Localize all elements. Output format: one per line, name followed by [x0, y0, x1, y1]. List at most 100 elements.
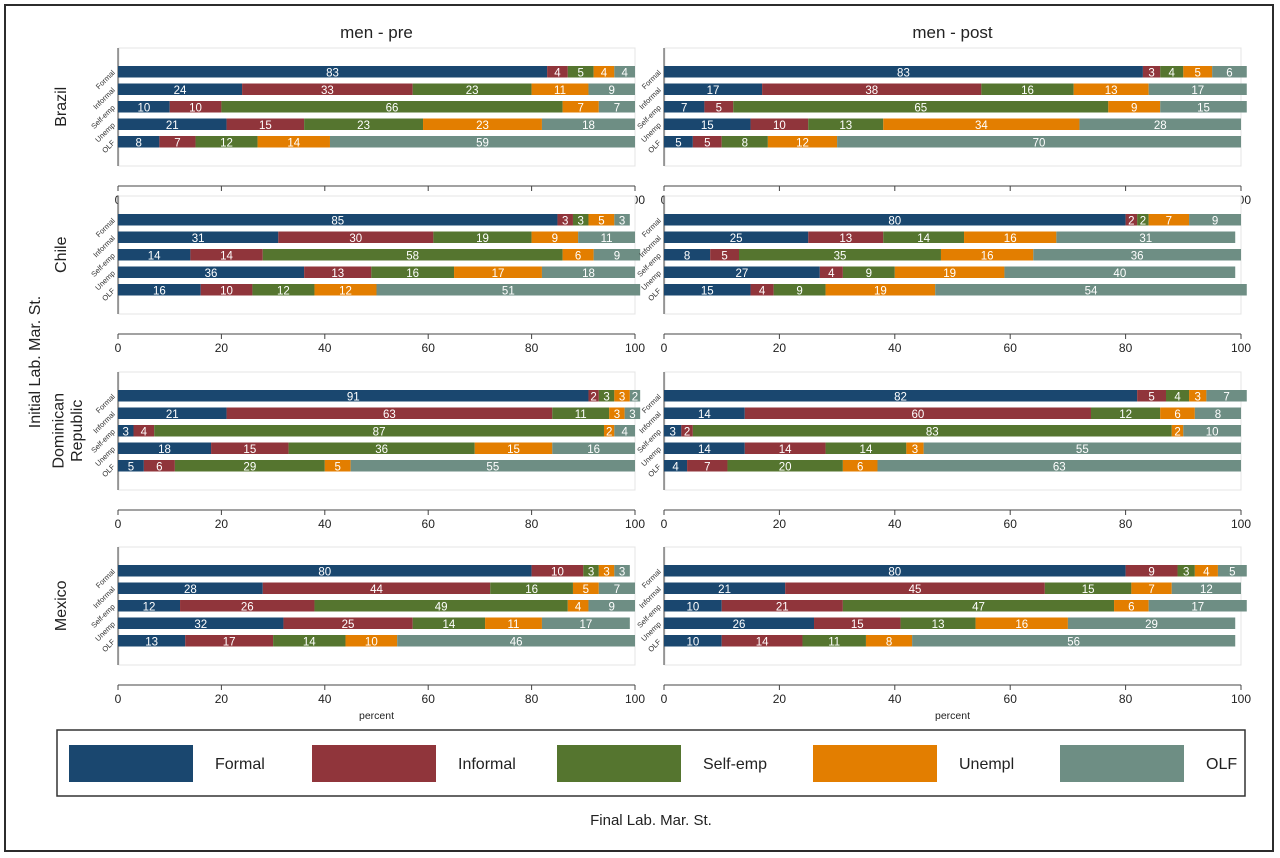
panel-chile-men-pre-data-label-olf-formal: 16: [153, 285, 166, 297]
panel-chile-men-pre-data-label-olf-informal: 10: [220, 285, 233, 297]
panel-chile-men-post-bar-informal-unempl: [964, 231, 1057, 243]
panel-chile-men-post-data-label-formal-olf: 9: [1212, 215, 1218, 227]
panel-dominican-republic-men-pre-x-tick-label-40: 40: [318, 517, 332, 531]
panel-chile-men-post-data-label-unemp-olf: 40: [1113, 268, 1126, 280]
country-label-chile: Chile: [53, 236, 70, 273]
panel-dominican-republic-men-post-data-label-formal-self-emp: 4: [1174, 391, 1181, 403]
panel-dominican-republic-men-pre-data-label-informal-unempl: 3: [614, 409, 620, 421]
panel-chile-men-pre-bar-self-emp-unempl: [562, 249, 594, 261]
panel-dominican-republic-men-pre-bar-self-emp-olf: [614, 425, 635, 437]
panel-dominican-republic-men-post-data-label-formal-formal: 82: [894, 391, 907, 403]
panel-dominican-republic-men-post-bar-unemp-formal: [664, 442, 745, 454]
panel-dominican-republic-men-pre-bar-self-emp-informal: [133, 425, 155, 437]
panel-dominican-republic-men-post-data-label-self-emp-formal: 3: [669, 426, 675, 438]
panel-dominican-republic-men-post-data-label-self-emp-unempl: 2: [1174, 426, 1180, 438]
panel-brazil-men-post-bar-self-emp-olf: [1160, 101, 1247, 113]
legend-swatch-self-emp: [557, 745, 681, 782]
panel-brazil-men-pre-bar-olf-informal: [159, 136, 196, 148]
panel-brazil-men-post-bar-unemp-unempl: [883, 118, 1080, 130]
panel-mexico-men-pre-bar-informal-unempl: [572, 582, 599, 594]
legend-label-self-emp: Self-emp: [703, 756, 767, 773]
panel-mexico-men-post-bar-formal-informal: [1125, 565, 1178, 577]
panel-brazil-men-pre-bar-unemp-formal: [118, 118, 227, 130]
panel-chile-men-pre-bar-formal-informal: [557, 214, 573, 226]
panel-chile-men-pre-bar-informal-unempl: [531, 231, 579, 243]
panel-chile-men-post-bar-informal-formal: [664, 231, 809, 243]
panel-mexico-men-pre-data-label-formal-informal: 10: [551, 566, 564, 578]
panel-dominican-republic-men-post-bar-olf-formal: [664, 460, 688, 472]
panel-chile-men-pre-bar-informal-informal: [278, 231, 434, 243]
panel-brazil-men-pre-data-label-self-emp-self-emp: 66: [386, 102, 399, 114]
panel-mexico-men-pre-data-label-unemp-olf: 17: [579, 619, 592, 631]
panel-chile-men-post-data-label-unemp-formal: 27: [735, 268, 748, 280]
panel-mexico-men-pre-bar-formal-self-emp: [583, 565, 599, 577]
panel-mexico-men-pre-bar-formal-olf: [614, 565, 630, 577]
panel-dominican-republic-men-post-bar-olf-self-emp: [727, 460, 843, 472]
panel-mexico-men-pre-bar-olf-formal: [118, 635, 186, 647]
panel-brazil-men-pre-data-label-informal-self-emp: 23: [466, 85, 479, 97]
panel-brazil-men-pre-data-label-formal-formal: 83: [326, 67, 339, 79]
panel-mexico-men-pre-data-label-olf-informal: 17: [223, 636, 236, 648]
panel-dominican-republic-men-pre-bar-formal-olf: [629, 390, 641, 402]
panel-brazil-men-post-bar-olf-formal: [664, 136, 693, 148]
panel-mexico-men-post-bar-unemp-unempl: [975, 617, 1068, 629]
panel-brazil-men-post-data-label-olf-formal: 5: [675, 137, 681, 149]
column-title-men-pre: men - pre: [340, 23, 413, 42]
panel-mexico-men-pre-x-tick-label-80: 80: [525, 692, 539, 706]
panel-dominican-republic-men-post-bar-formal-self-emp: [1165, 390, 1190, 402]
panel-dominican-republic-men-post-bar-olf-unempl: [842, 460, 878, 472]
panel-mexico-men-post-data-label-olf-formal: 10: [686, 636, 699, 648]
panel-mexico-men-post-x-tick-label-100: 100: [1231, 692, 1251, 706]
panel-chile-men-pre-bar-olf-self-emp: [252, 284, 315, 296]
panel-mexico-men-pre-data-label-unemp-informal: 25: [342, 619, 355, 631]
panel-mexico-men-post-data-label-olf-informal: 14: [756, 636, 769, 648]
panel-chile-men-post-data-label-olf-olf: 54: [1085, 285, 1098, 297]
panel-brazil-men-post-data-label-unemp-olf: 28: [1154, 120, 1167, 132]
panel-chile-men-pre-data-label-formal-unempl: 5: [598, 215, 604, 227]
panel-mexico-men-post-x-tick-label-40: 40: [888, 692, 902, 706]
panel-brazil-men-post-data-label-unemp-unempl: 34: [975, 120, 988, 132]
panel-brazil-men-post-bar-informal-self-emp: [981, 83, 1074, 95]
panel-brazil-men-pre-bar-formal-olf: [614, 66, 635, 78]
panel-dominican-republic-men-post-bar-informal-informal: [744, 407, 1091, 419]
panel-chile-men-post-category-label-formal: Formal: [640, 216, 663, 239]
panel-brazil-men-pre-data-label-self-emp-unempl: 7: [578, 102, 584, 114]
panel-brazil-men-pre-bar-formal-informal: [547, 66, 568, 78]
panel-mexico-men-post-data-label-unemp-olf: 29: [1145, 619, 1158, 631]
panel-dominican-republic-men-pre-bar-olf-self-emp: [174, 460, 325, 472]
panel-mexico-men-pre-data-label-olf-self-emp: 14: [303, 636, 316, 648]
panel-dominican-republic-men-post-bar-self-emp-unempl: [1171, 425, 1184, 437]
panel-mexico-men-pre-x-axis-title: percent: [359, 710, 394, 722]
panel-chile-men-pre-bar-unemp-informal: [304, 266, 372, 278]
panel-chile-men-pre-data-label-unemp-self-emp: 16: [406, 268, 419, 280]
panel-brazil-men-post-bar-olf-unempl: [767, 136, 838, 148]
panel-dominican-republic-men-pre-bar-formal-unempl: [614, 390, 630, 402]
panel-chile-men-post-bar-olf-informal: [750, 284, 774, 296]
panel-brazil-men-post-bar-informal-informal: [762, 83, 982, 95]
panel-dominican-republic-men-pre-data-label-formal-self-emp: 3: [603, 391, 609, 403]
panel-chile-men-pre-category-label-formal: Formal: [94, 216, 117, 239]
panel-mexico-men-post-data-label-self-emp-olf: 17: [1191, 601, 1204, 613]
panel-chile-men-post-bar-unemp-self-emp: [842, 266, 895, 278]
panel-chile-men-pre-x-tick-label-100: 100: [625, 341, 645, 355]
panel-mexico-men-pre-bar-informal-olf: [598, 582, 635, 594]
panel-chile-men-pre-bar-self-emp-informal: [190, 249, 263, 261]
panel-brazil-men-pre-data-label-unemp-olf: 18: [582, 120, 595, 132]
panel-brazil-men-post-bar-self-emp-formal: [664, 101, 705, 113]
panel-mexico-men-pre-bar-self-emp-self-emp: [314, 600, 568, 612]
panel-dominican-republic-men-post-data-label-olf-self-emp: 20: [779, 461, 792, 473]
panel-dominican-republic-men-post-data-label-unemp-formal: 14: [698, 444, 711, 456]
panel-dominican-republic-men-pre-x-tick-label-0: 0: [115, 517, 122, 531]
panel-chile-men-post-bar-unemp-formal: [664, 266, 820, 278]
panel-chile-men-post-data-label-self-emp-informal: 5: [721, 250, 727, 262]
panel-brazil-men-post-bar-formal-olf: [1212, 66, 1247, 78]
panel-dominican-republic-men-post-data-label-olf-unempl: 6: [857, 461, 863, 473]
panel-chile-men-post-data-label-unemp-self-emp: 9: [866, 268, 872, 280]
panel-brazil-men-post-bar-formal-informal: [1142, 66, 1161, 78]
panel-chile-men-pre-x-tick-label-60: 60: [422, 341, 436, 355]
panel-chile-men-pre-data-label-olf-unempl: 12: [339, 285, 352, 297]
panel-dominican-republic-men-post-bar-self-emp-informal: [681, 425, 693, 437]
panel-dominican-republic-men-post-data-label-informal-olf: 8: [1215, 409, 1221, 421]
panel-chile-men-pre-bar-unemp-formal: [118, 266, 305, 278]
panel-dominican-republic-men-pre-x-tick-label-20: 20: [215, 517, 229, 531]
